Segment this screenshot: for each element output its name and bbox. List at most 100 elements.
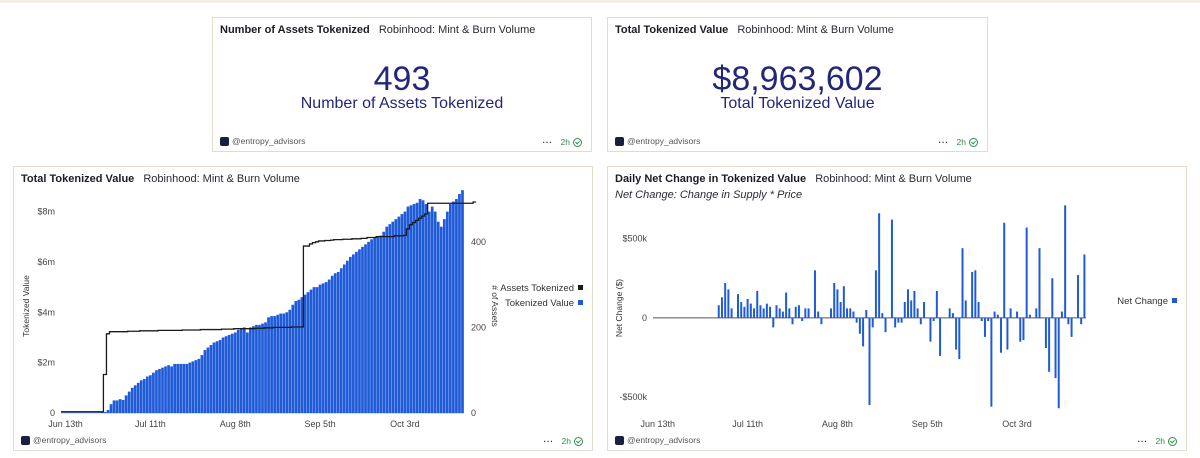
- value-bar: [85, 412, 89, 413]
- value-bar: [164, 366, 167, 413]
- value-bar: [197, 358, 201, 413]
- y2-tick-label: 200: [471, 322, 486, 332]
- refresh-status-badge[interactable]: 2h: [561, 137, 582, 147]
- y-tick-label: $6m: [37, 257, 55, 267]
- refresh-status-badge[interactable]: 2h: [1156, 436, 1177, 446]
- value-bar: [288, 309, 292, 413]
- value-chart[interactable]: 0 $2m $4m $6m $8m 0 200 400 Jun 13th Jul 11th Aug …: [14, 189, 592, 439]
- ellipsis-icon[interactable]: ···: [938, 137, 949, 147]
- author-link[interactable]: @entropy_advisors: [615, 435, 700, 445]
- value-bar: [445, 211, 449, 413]
- net-change-bar: [929, 317, 932, 342]
- value-bar: [442, 219, 446, 413]
- value-bar: [64, 412, 67, 413]
- net-change-bar: [791, 317, 794, 325]
- net-change-bar: [801, 317, 804, 322]
- value-bar: [303, 294, 307, 413]
- value-bar: [439, 226, 443, 413]
- value-bar: [118, 399, 122, 413]
- net-change-bar: [1051, 278, 1054, 318]
- net-change-bar: [852, 311, 855, 318]
- legend-swatch: [578, 285, 583, 290]
- value-bar: [67, 412, 70, 413]
- net-change-bar: [987, 317, 990, 322]
- net-change-bar: [900, 317, 903, 323]
- card-subtitle[interactable]: Robinhood: Mint & Burn Volume: [737, 24, 894, 36]
- value-bar: [433, 211, 437, 413]
- net-change-bar: [842, 286, 845, 318]
- net-change-bar: [724, 283, 727, 318]
- card-subtitle[interactable]: Robinhood: Mint & Burn Volume: [815, 173, 972, 185]
- net-change-bar: [749, 303, 752, 318]
- net-change-bar: [743, 306, 746, 318]
- ellipsis-icon[interactable]: ···: [1137, 436, 1148, 446]
- net-change-bar: [1080, 317, 1083, 325]
- net-change-bar: [756, 290, 759, 318]
- value-bar: [430, 206, 434, 413]
- value-bar: [458, 193, 461, 413]
- value-bar: [388, 224, 392, 413]
- value-bar: [212, 342, 216, 413]
- net-change-bar: [759, 305, 762, 318]
- net-change-bar: [849, 308, 852, 318]
- value-bar: [91, 412, 95, 413]
- legend-label: Assets Tokenized: [500, 283, 574, 294]
- net-change-bar: [1025, 227, 1028, 318]
- check-circle-icon: [574, 436, 583, 446]
- value-bar: [291, 304, 295, 413]
- net-change-bar: [874, 270, 877, 318]
- net-change-bar: [730, 308, 733, 318]
- ellipsis-icon[interactable]: ···: [542, 137, 553, 147]
- y-axis-title: Tokenized Value: [21, 275, 31, 337]
- card-subtitle[interactable]: Robinhood: Mint & Burn Volume: [378, 24, 536, 36]
- net-change-chart[interactable]: -$500k 0 $500k Jun 13th Jul 11th Aug 8th Sep 5…: [608, 189, 1186, 439]
- card-subtitle[interactable]: Robinhood: Mint & Burn Volume: [143, 173, 300, 185]
- refresh-status-badge[interactable]: 2h: [957, 137, 978, 147]
- value-bar: [170, 366, 173, 413]
- value-bar: [209, 345, 213, 413]
- value-bar: [152, 372, 155, 413]
- card-header: Total Tokenized Value Robinhood: Mint & …: [21, 173, 300, 185]
- y-tick-label: -$500k: [619, 392, 647, 402]
- author-link[interactable]: @entropy_advisors: [220, 136, 305, 146]
- value-bar: [327, 279, 331, 413]
- value-bar: [376, 236, 380, 413]
- card-title[interactable]: Total Tokenized Value: [21, 173, 135, 185]
- refresh-status-badge[interactable]: 2h: [562, 436, 583, 446]
- value-bar: [379, 235, 383, 413]
- net-change-bar: [1009, 308, 1012, 318]
- check-circle-icon: [1168, 436, 1177, 446]
- refresh-age: 2h: [561, 436, 571, 446]
- value-bar: [406, 206, 410, 413]
- author-link[interactable]: @entropy_advisors: [615, 136, 700, 146]
- y2-axis-title: # of Assets: [490, 285, 500, 327]
- ellipsis-icon[interactable]: ···: [543, 436, 554, 446]
- net-change-bar: [897, 317, 900, 323]
- x-tick-label: Jun 13th: [641, 419, 676, 429]
- author-link[interactable]: @entropy_advisors: [21, 435, 106, 445]
- value-bar: [179, 363, 183, 413]
- value-bar: [167, 365, 170, 413]
- net-change-bar: [906, 289, 909, 318]
- value-bar: [318, 284, 322, 413]
- value-bar: [361, 246, 364, 413]
- value-bar: [182, 363, 186, 413]
- value-bar: [324, 282, 328, 413]
- assets-line: [61, 201, 477, 413]
- avatar: [615, 136, 624, 146]
- value-bar: [176, 363, 180, 413]
- value-bar: [267, 317, 270, 413]
- card-title[interactable]: Total Tokenized Value: [615, 24, 729, 36]
- card-title[interactable]: Number of Assets Tokenized: [220, 24, 370, 36]
- card-title[interactable]: Daily Net Change in Tokenized Value: [615, 173, 807, 185]
- value-bar: [227, 334, 231, 413]
- counter-label: Total Tokenized Value: [720, 95, 875, 112]
- x-tick-label: Aug 8th: [822, 419, 853, 429]
- value-chart-card: Total Tokenized Value Robinhood: Mint & …: [13, 166, 593, 451]
- value-bar: [285, 312, 289, 413]
- net-change-bar: [1054, 317, 1057, 379]
- value-bar: [224, 336, 228, 413]
- net-change-bar: [974, 270, 977, 318]
- y-tick-label: $2m: [37, 358, 55, 368]
- net-change-bar: [865, 309, 868, 318]
